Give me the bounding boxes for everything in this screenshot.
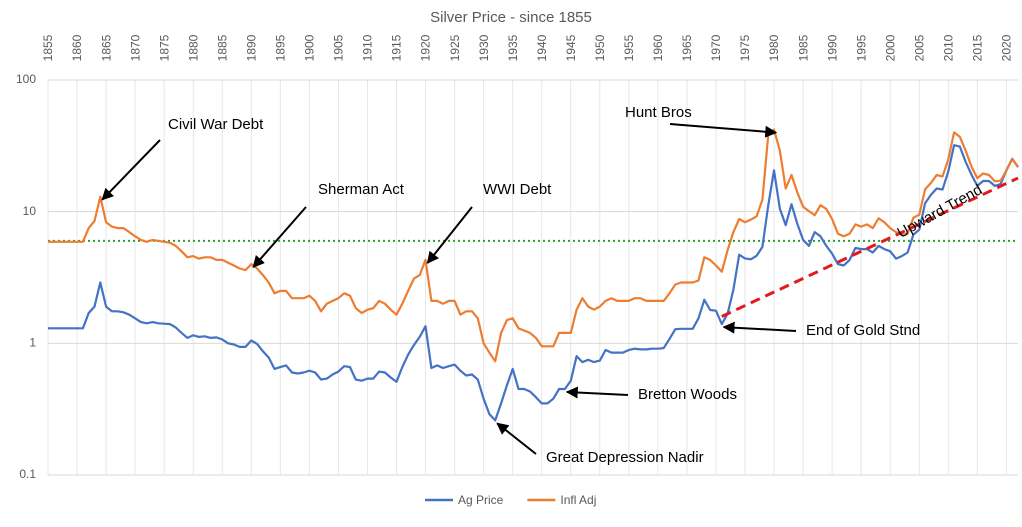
chart-title: Silver Price - since 1855 [430, 9, 592, 26]
x-tick-label: 1895 [274, 34, 288, 61]
x-tick-label: 1860 [70, 34, 84, 61]
x-tick-label: 1915 [390, 34, 404, 61]
annotation-text: WWI Debt [483, 181, 552, 198]
x-tick-label: 1955 [622, 34, 636, 61]
x-tick-label: 2020 [1000, 34, 1014, 61]
x-tick-label: 1920 [419, 34, 433, 61]
legend-label: Ag Price [458, 493, 504, 507]
series-line [48, 144, 1019, 422]
legend-label: Infl Adj [560, 493, 596, 507]
annotation-text: Civil War Debt [168, 116, 264, 133]
x-tick-label: 1950 [593, 34, 607, 61]
x-tick-label: 1940 [535, 34, 549, 61]
x-tick-label: 1930 [477, 34, 491, 61]
x-tick-label: 1865 [99, 34, 113, 61]
x-tick-label: 2010 [941, 34, 955, 61]
trend-line [721, 176, 1019, 318]
annotation-text: Great Depression Nadir [546, 449, 704, 466]
x-tick-label: 1905 [332, 34, 346, 61]
x-tick-label: 1875 [157, 34, 171, 61]
x-tick-label: 1945 [564, 34, 578, 61]
y-tick-label: 10 [23, 204, 37, 218]
x-tick-label: 1970 [709, 34, 723, 61]
annotation-arrow [722, 321, 797, 334]
annotation-arrow [669, 123, 778, 138]
x-tick-label: 2015 [971, 34, 985, 61]
annotation-arrow [565, 386, 629, 399]
x-tick-label: 1980 [767, 34, 781, 61]
x-tick-label: 1900 [303, 34, 317, 61]
annotation-text: Bretton Woods [638, 386, 737, 403]
y-tick-label: 1 [29, 336, 36, 350]
annotation-text: Hunt Bros [625, 104, 692, 121]
x-tick-label: 1910 [361, 34, 375, 61]
x-tick-label: 1965 [680, 34, 694, 61]
x-tick-label: 1925 [448, 34, 462, 61]
x-tick-label: 1935 [506, 34, 520, 61]
x-tick-label: 1985 [796, 34, 810, 61]
y-tick-label: 0.1 [19, 467, 36, 481]
annotation-text: End of Gold Stnd [806, 322, 920, 339]
annotation-text: Sherman Act [318, 181, 405, 198]
x-tick-label: 1885 [215, 34, 229, 61]
x-tick-label: 1960 [651, 34, 665, 61]
x-tick-label: 1870 [128, 34, 142, 61]
annotation-arrow [252, 206, 307, 268]
x-tick-label: 1975 [738, 34, 752, 61]
annotation-arrow [101, 139, 161, 201]
x-tick-label: 1890 [244, 34, 258, 61]
x-tick-label: 2000 [883, 34, 897, 61]
x-tick-label: 2005 [912, 34, 926, 61]
x-tick-label: 1990 [825, 34, 839, 61]
annotation-arrow [426, 206, 473, 264]
annotation-arrow [496, 422, 537, 455]
x-tick-label: 1855 [41, 34, 55, 61]
x-tick-label: 1995 [854, 34, 868, 61]
y-tick-label: 100 [16, 72, 36, 86]
x-tick-label: 1880 [186, 34, 200, 61]
series-line [48, 128, 1019, 363]
